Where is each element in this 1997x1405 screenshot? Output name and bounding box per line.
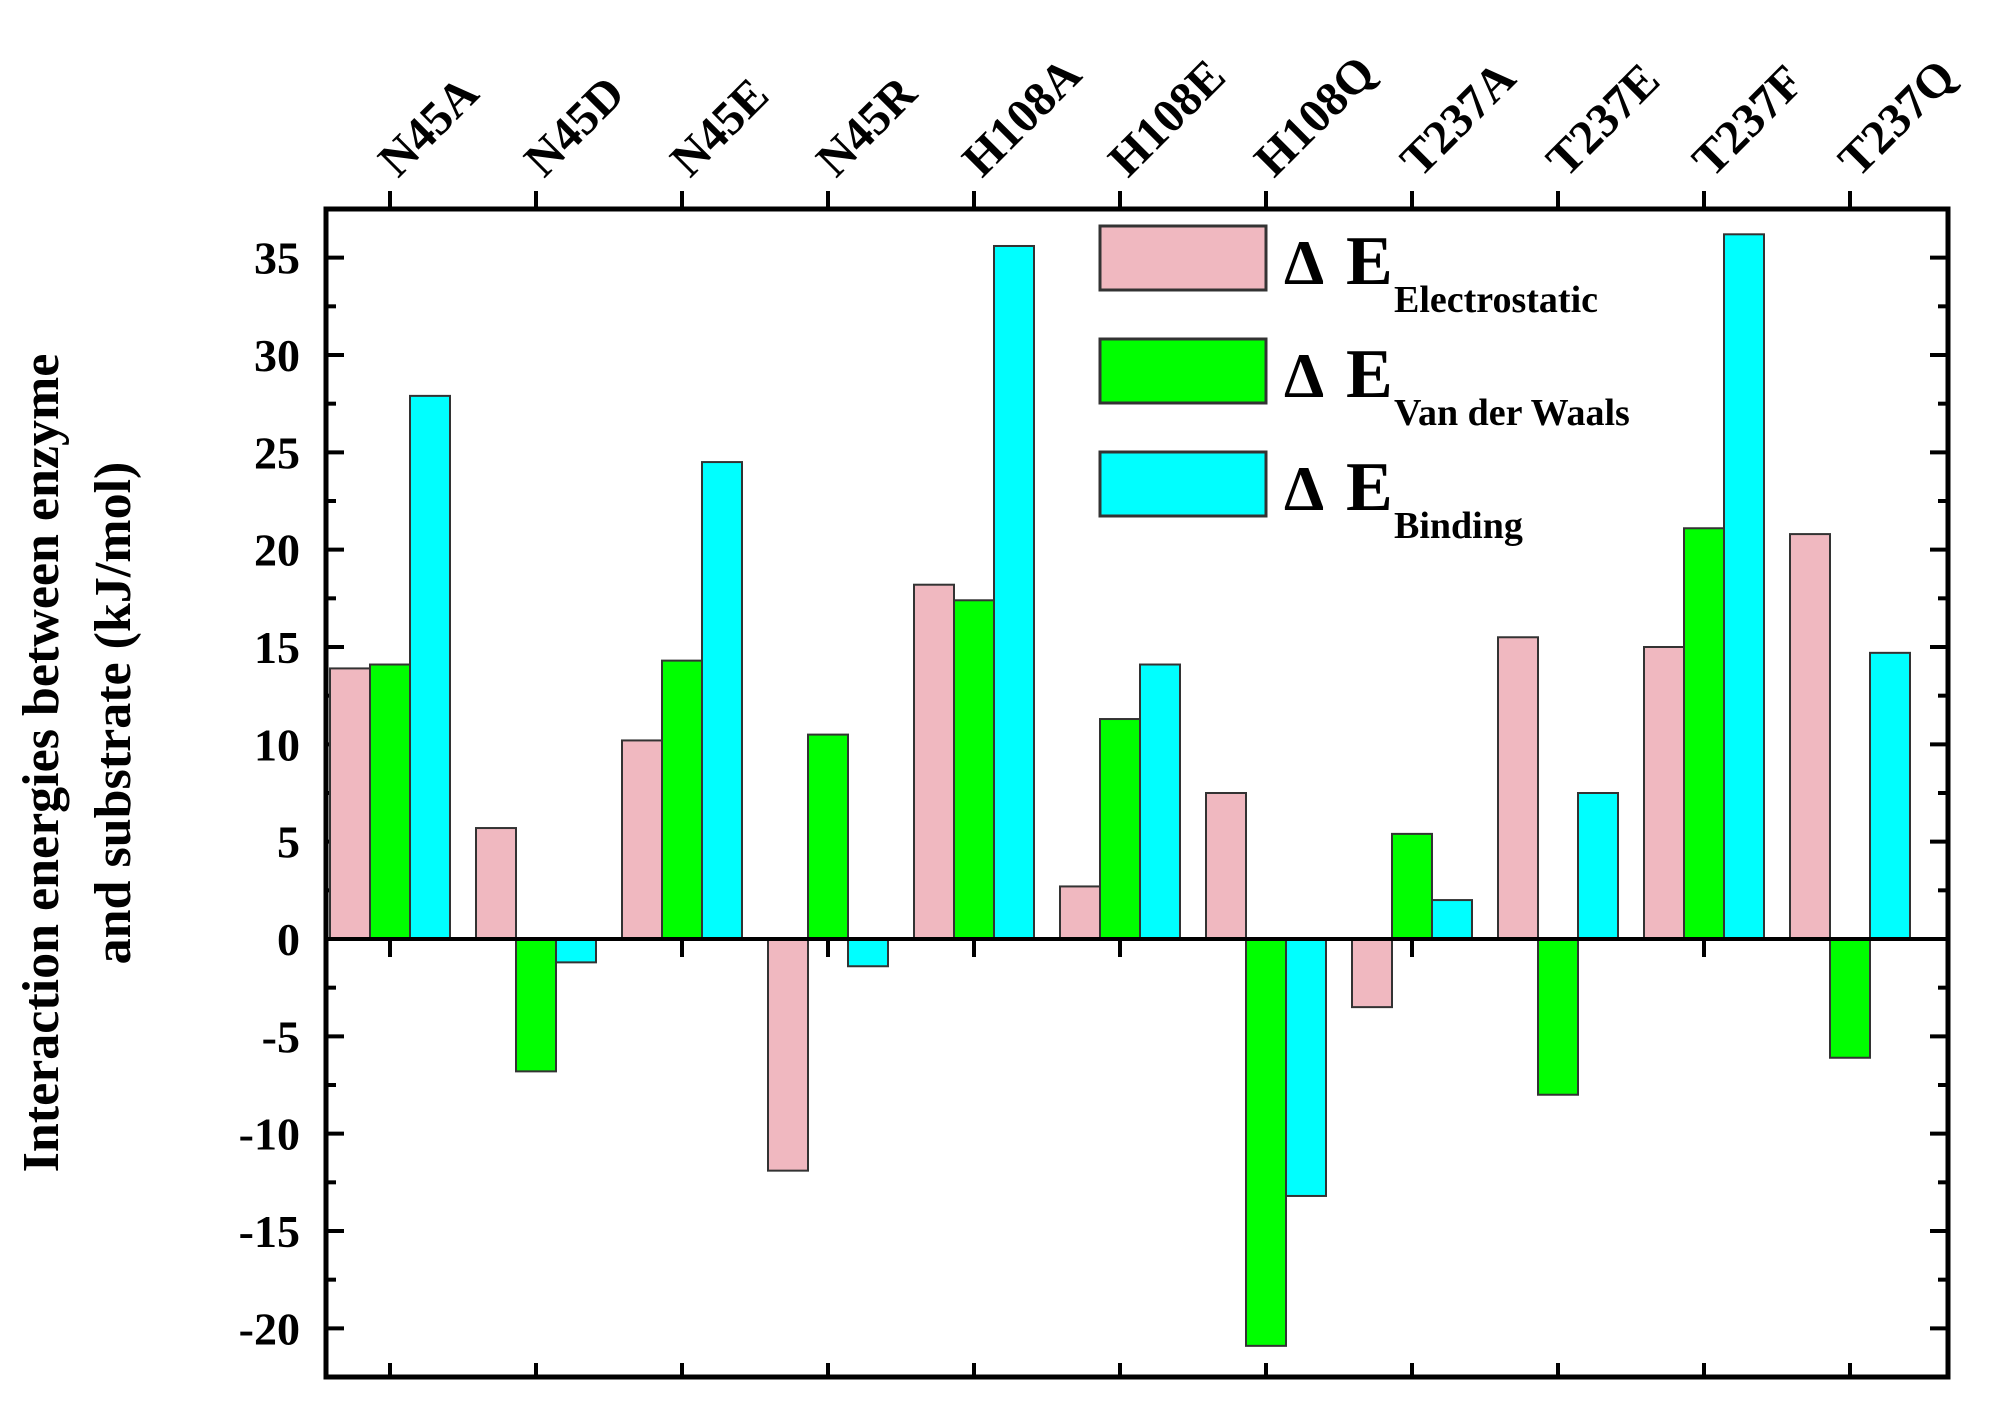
y-tick-label: 0 [277, 914, 300, 965]
y-tick-label: 35 [254, 233, 300, 284]
legend-main: E [1346, 223, 1393, 300]
bar-electrostatic [329, 667, 371, 940]
bar-van-der-waals [1829, 938, 1871, 1059]
bar-van-der-waals [1537, 938, 1579, 1096]
x-tick-label: N45D [514, 66, 634, 186]
y-tick-label: 10 [254, 719, 300, 770]
x-tick-label: T237Q [1828, 49, 1965, 186]
bar-electrostatic [767, 938, 809, 1172]
bar-electrostatic [1643, 646, 1685, 940]
y-tick-label: -15 [239, 1206, 300, 1257]
y-tick-label: 5 [277, 817, 300, 868]
y-tick-label: 30 [254, 330, 300, 381]
bar-electrostatic [1789, 533, 1831, 940]
x-tick-label: N45E [660, 68, 779, 187]
bar-van-der-waals [1099, 718, 1141, 940]
legend-swatch [1098, 450, 1268, 518]
y-tick-label: -10 [239, 1109, 300, 1160]
y-tick-label: 20 [254, 525, 300, 576]
bar-electrostatic [913, 583, 955, 940]
bar-van-der-waals [953, 599, 995, 941]
x-tick-label: N45R [806, 65, 927, 186]
bar-van-der-waals [369, 663, 411, 941]
bar-van-der-waals [807, 733, 849, 940]
bar-binding [701, 461, 743, 940]
bar-electrostatic [1205, 792, 1247, 940]
y-tick-label: 15 [254, 622, 300, 673]
bar-electrostatic [621, 739, 663, 940]
y-tick-labels: 35 30 25 20 15 10 5 0 -5 -10 -15 -20 [239, 233, 300, 1355]
y-tick-label: 25 [254, 427, 300, 478]
legend-swatch [1098, 224, 1268, 292]
x-tick-label: N45A [368, 66, 489, 187]
legend-delta: Δ [1284, 453, 1324, 524]
x-tick-label: H108A [952, 47, 1092, 187]
bar-van-der-waals [1683, 527, 1725, 941]
y-tick-label: -20 [239, 1303, 300, 1354]
x-tick-label: T237A [1390, 51, 1526, 187]
bar-electrostatic [1351, 938, 1393, 1009]
legend-delta: Δ [1284, 340, 1324, 411]
bar-binding [847, 938, 889, 968]
x-tick-label: H108E [1098, 49, 1235, 186]
bar-binding [1577, 792, 1619, 940]
legend-label: Binding [1394, 505, 1523, 547]
x-tick-label: T237E [1536, 53, 1670, 187]
y-tick-label: -5 [262, 1011, 300, 1062]
legend-swatch [1098, 337, 1268, 405]
legend-delta: Δ [1284, 227, 1324, 298]
legend-label: Electrostatic [1394, 279, 1598, 321]
bar-binding [1723, 233, 1765, 941]
plot-frame [323, 206, 1951, 1380]
legend-main: E [1346, 449, 1393, 526]
x-tick-label: H108Q [1244, 46, 1385, 187]
x-tick-label: T237F [1682, 55, 1814, 187]
bar-electrostatic [475, 827, 517, 940]
bar-binding [555, 938, 597, 964]
bars-group [329, 233, 1911, 1347]
bar-van-der-waals [1245, 938, 1287, 1347]
bar-binding [1869, 651, 1911, 941]
legend-label: Van der Waals [1394, 392, 1630, 434]
bar-binding [1431, 899, 1473, 940]
bar-van-der-waals [1391, 832, 1433, 941]
y-axis-title-line: Interaction energies between enzyme [13, 354, 70, 1173]
bar-binding [993, 244, 1035, 940]
bar-binding [1285, 938, 1327, 1197]
x-tick-labels: N45A N45D N45E N45R H108A H108E H108Q T237A T237… [368, 46, 1965, 187]
y-axis-title: Interaction energies between enzyme and s… [13, 354, 142, 1173]
y-axis-title-line: and substrate (kJ/mol) [85, 462, 142, 965]
bar-van-der-waals [661, 659, 703, 940]
bar-binding [409, 394, 451, 940]
bar-van-der-waals [515, 938, 557, 1073]
bar-electrostatic [1497, 636, 1539, 940]
bar-electrostatic [1059, 885, 1101, 941]
bar-binding [1139, 663, 1181, 941]
legend-main: E [1346, 336, 1393, 413]
